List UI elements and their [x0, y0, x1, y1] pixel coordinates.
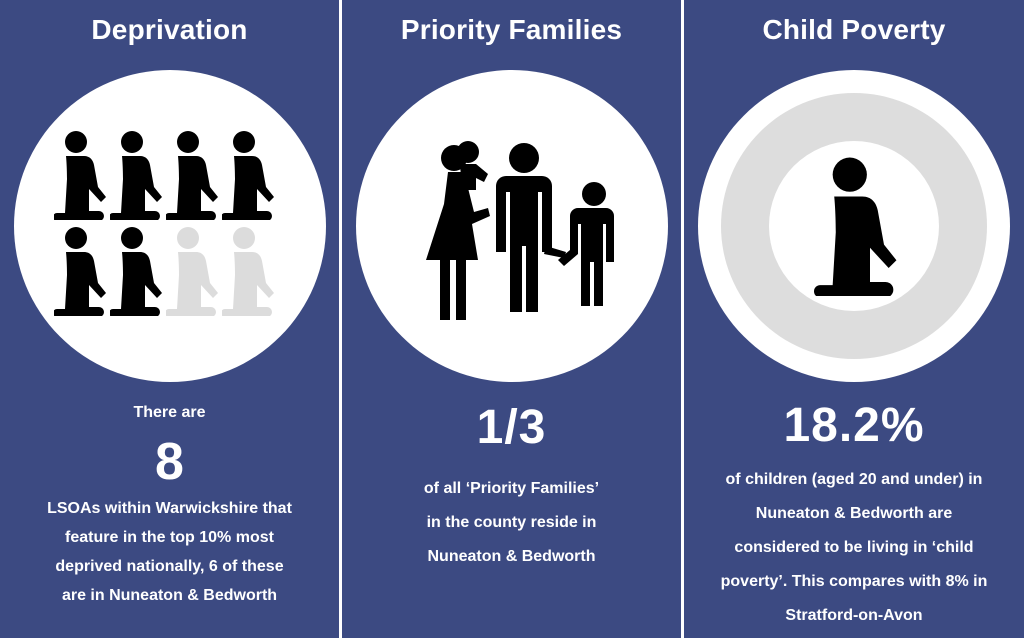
kneeling-child-icon	[221, 226, 274, 316]
child-poverty-description: of children (aged 20 and under) in Nunea…	[684, 463, 1024, 633]
panel-title: Child Poverty	[762, 14, 946, 45]
priority-families-panel: Priority Families 1/3 of all ‘Prior	[342, 0, 681, 638]
description-line: Nuneaton & Bedworth	[427, 548, 596, 565]
description-line: of children (aged 20 and under) in	[725, 471, 983, 488]
panel-title: Priority Families	[400, 14, 623, 45]
kneeling-child-icon	[814, 157, 897, 296]
description-line: Nuneaton & Bedworth are	[755, 505, 953, 522]
kneeling-child-icon	[165, 130, 218, 220]
family-icon	[425, 141, 614, 320]
kneeling-child-icon	[109, 226, 162, 316]
deprivation-panel: Deprivation There are 8 LSOAs within War…	[0, 0, 339, 638]
kneeling-child-icon	[109, 130, 162, 220]
description-line: considered to be living in ‘child	[734, 539, 974, 556]
kneeling-child-icon	[53, 130, 106, 220]
description-line: Stratford-on-Avon	[785, 607, 923, 624]
deprivation-icon-circle	[13, 70, 326, 382]
priority-families-description: of all ‘Priority Families’ in the county…	[342, 472, 681, 574]
description-line: LSOAs within Warwickshire that	[47, 500, 292, 517]
priority-families-number: 1/3	[476, 401, 547, 454]
description-line: in the county reside in	[426, 514, 597, 531]
kneeling-child-icon-grid	[53, 130, 286, 320]
child-poverty-number: 18.2%	[783, 399, 925, 452]
description-line: of all ‘Priority Families’	[423, 480, 600, 497]
deprivation-description: LSOAs within Warwickshire that feature i…	[0, 494, 339, 610]
deprivation-pre-text: There are	[133, 404, 206, 421]
child-poverty-panel: Child Poverty 18.2% of children (aged 20…	[684, 0, 1024, 638]
description-line: deprived nationally, 6 of these	[55, 558, 284, 575]
description-line: feature in the top 10% most	[65, 529, 274, 546]
panel-title: Deprivation	[91, 14, 248, 45]
description-line: poverty’. This compares with 8% in	[720, 573, 988, 590]
description-line: are in Nuneaton & Bedworth	[61, 587, 278, 604]
kneeling-child-icon	[165, 226, 218, 316]
child-poverty-icon-circle	[698, 70, 1010, 382]
kneeling-child-icon	[53, 226, 106, 316]
deprivation-number: 8	[155, 433, 184, 491]
kneeling-child-icon	[221, 130, 274, 220]
family-icon-circle	[355, 70, 668, 382]
